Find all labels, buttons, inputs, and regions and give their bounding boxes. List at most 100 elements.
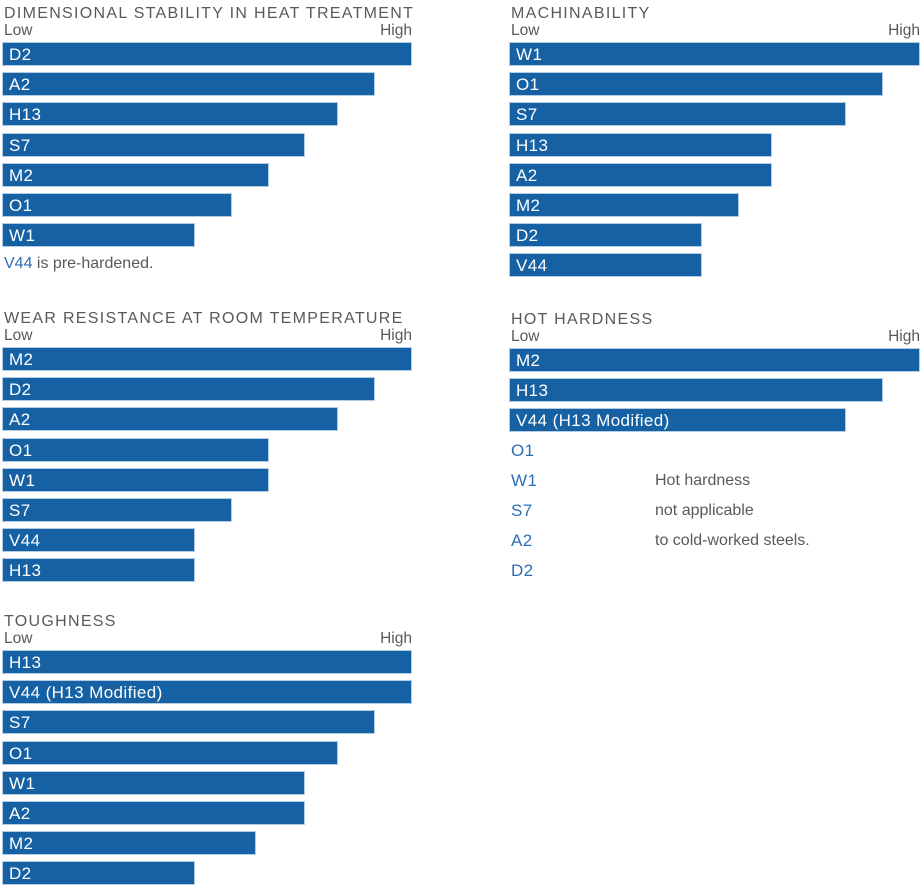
no-bar-steel-row: A2 to cold-worked steels. xyxy=(509,529,920,553)
bar-row: M2 xyxy=(509,348,920,372)
bar-label: S7 xyxy=(9,500,31,520)
axis-scale: Low High xyxy=(2,22,412,39)
no-bar-steel-list: O1 W1 Hot hardness S7 not applicable A2 to col… xyxy=(509,439,920,584)
bar: V44 xyxy=(509,253,703,278)
bar: H13 xyxy=(2,650,412,674)
bar: S7 xyxy=(509,102,847,127)
bar: A2 xyxy=(2,800,306,825)
bar-row: O1 xyxy=(509,72,920,97)
bar-label: S7 xyxy=(9,713,31,733)
bar: W1 xyxy=(2,467,269,492)
bar: V44 xyxy=(2,528,195,553)
bars: W1 O1 S7 H13 A2 M2 D2 V44 xyxy=(509,42,920,278)
bar: S7 xyxy=(2,497,232,522)
bar-row: V44 (H13 Modified) xyxy=(509,408,920,433)
bar-row: O1 xyxy=(2,192,412,217)
bar: S7 xyxy=(2,710,376,735)
bar-label: M2 xyxy=(9,834,34,854)
bar-row: A2 xyxy=(2,800,412,825)
bar: M2 xyxy=(509,192,740,217)
bar: D2 xyxy=(2,42,412,66)
annotation-text: Hot hardness xyxy=(655,471,751,489)
bar-row: D2 xyxy=(2,42,412,66)
bar-row: H13 xyxy=(2,650,412,674)
axis-high-label: High xyxy=(380,630,412,647)
bar-label: A2 xyxy=(9,410,31,430)
bar-label: H13 xyxy=(516,135,549,155)
axis-low-label: Low xyxy=(4,327,33,344)
no-bar-steel-row: D2 xyxy=(509,559,920,583)
steel-label: A2 xyxy=(511,531,533,551)
bar-label: V44 xyxy=(516,256,548,276)
bar-row: V44 xyxy=(2,528,412,553)
bar: V44 (H13 Modified) xyxy=(509,408,847,433)
bar: O1 xyxy=(2,437,269,462)
bar: M2 xyxy=(2,831,257,856)
bar-label: O1 xyxy=(516,75,540,95)
bars: H13 V44 (H13 Modified) S7 O1 W1 A2 M2 D2 xyxy=(2,650,412,886)
bar-label: D2 xyxy=(9,864,32,884)
bar-label: D2 xyxy=(516,226,539,246)
bar-label: M2 xyxy=(9,165,34,185)
no-bar-steel-row: O1 xyxy=(509,439,920,463)
bar-label: O1 xyxy=(9,743,33,763)
bar-row: V44 xyxy=(509,253,920,278)
bar-label: H13 xyxy=(9,561,42,581)
axis-scale: Low High xyxy=(2,327,412,344)
bar-label: W1 xyxy=(9,773,36,793)
bar-label: H13 xyxy=(9,105,42,125)
bars: D2 A2 H13 S7 M2 O1 W1 xyxy=(2,42,412,248)
bar-row: M2 xyxy=(2,162,412,187)
bar-row: O1 xyxy=(2,437,412,462)
axis-high-label: High xyxy=(380,22,412,39)
axis-low-label: Low xyxy=(511,22,540,39)
bar: A2 xyxy=(509,162,773,187)
chart-toughness: TOUGHNESS Low High H13 V44 (H13 Modified)… xyxy=(2,613,412,892)
bar-label: A2 xyxy=(9,803,31,823)
bar-row: V44 (H13 Modified) xyxy=(2,680,412,705)
bar: H13 xyxy=(509,132,773,157)
footnote: V44 is pre-hardened. xyxy=(4,255,412,273)
chart-dimensional-stability: DIMENSIONAL STABILITY IN HEAT TREATMENT … xyxy=(2,5,415,273)
bar: O1 xyxy=(2,192,232,217)
chart-hot-hardness: HOT HARDNESS Low High M2 H13 V44 (H13 Modi… xyxy=(509,311,920,590)
left-column: DIMENSIONAL STABILITY IN HEAT TREATMENT … xyxy=(2,0,415,892)
chart-title: DIMENSIONAL STABILITY IN HEAT TREATMENT xyxy=(4,5,415,22)
annotation-text: not applicable xyxy=(655,501,754,519)
bar-label: V44 (H13 Modified) xyxy=(516,411,670,431)
bar-row: W1 xyxy=(2,467,412,492)
bar: D2 xyxy=(2,377,376,402)
bar-row: M2 xyxy=(2,347,412,371)
bar-row: S7 xyxy=(2,710,412,735)
bar: S7 xyxy=(2,132,306,157)
bar-label: V44 xyxy=(9,531,41,551)
bar: O1 xyxy=(509,72,883,97)
axis-scale: Low High xyxy=(509,328,920,345)
bars: M2 H13 V44 (H13 Modified) xyxy=(509,348,920,433)
axis-low-label: Low xyxy=(511,328,540,345)
bar-label: M2 xyxy=(9,350,34,369)
bar-row: S7 xyxy=(509,102,920,127)
bar: O1 xyxy=(2,740,339,765)
bar: W1 xyxy=(509,42,920,66)
bar: W1 xyxy=(2,223,195,248)
bar: D2 xyxy=(2,861,195,886)
chart-machinability: MACHINABILITY Low High W1 O1 S7 H13 A2 M2 D2 V4… xyxy=(509,5,920,284)
bar-label: A2 xyxy=(516,165,538,185)
axis-scale: Low High xyxy=(2,630,412,647)
bar-row: A2 xyxy=(509,162,920,187)
bar-row: S7 xyxy=(2,132,412,157)
bar-label: S7 xyxy=(516,105,538,125)
steel-label: W1 xyxy=(511,470,538,490)
bar-row: O1 xyxy=(2,740,412,765)
bar-label: M2 xyxy=(516,195,541,215)
bar-label: D2 xyxy=(9,380,32,400)
bar-label: M2 xyxy=(516,351,541,370)
footnote-steel-label: V44 xyxy=(4,255,33,273)
axis-high-label: High xyxy=(888,328,920,345)
chart-wear-resistance: WEAR RESISTANCE AT ROOM TEMPERATURE Low … xyxy=(2,310,412,589)
bar-label: H13 xyxy=(9,653,42,672)
bar-row: D2 xyxy=(2,861,412,886)
bar: M2 xyxy=(2,347,412,371)
